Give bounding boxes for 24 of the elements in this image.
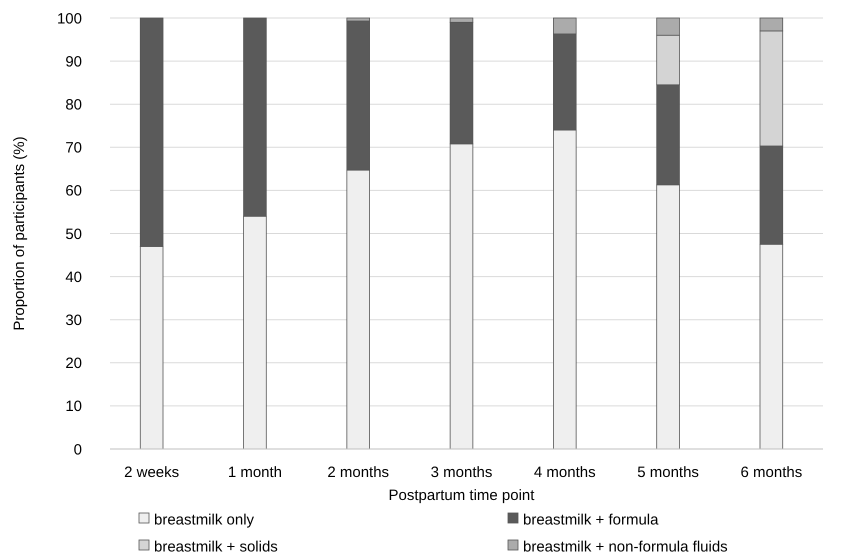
y-tick-label: 60 — [65, 182, 82, 200]
x-tick-label: 3 months — [430, 464, 492, 481]
y-tick-label: 90 — [65, 53, 82, 70]
y-tick-label: 100 — [56, 10, 82, 28]
x-tick-label: 2 weeks — [124, 464, 180, 481]
legend-label: breastmilk only — [154, 511, 255, 528]
x-tick-label: 4 months — [534, 464, 596, 481]
x-tick-label: 5 months — [637, 464, 699, 481]
y-tick-label: 0 — [74, 441, 82, 458]
x-tick-label: 2 months — [327, 464, 390, 481]
y-tick-label: 50 — [65, 226, 82, 243]
y-tick-label: 40 — [65, 268, 82, 286]
y-tick-label: 80 — [65, 96, 82, 114]
y-tick-label: 10 — [65, 398, 82, 416]
x-axis-title: Postpartum time point — [388, 487, 536, 504]
y-tick-label: 20 — [65, 355, 82, 372]
legend-label: breastmilk + solids — [154, 538, 278, 556]
legend-label: breastmilk + non-formula fluids — [523, 538, 728, 556]
y-tick-label: 30 — [65, 312, 82, 329]
x-tick-label: 6 months — [740, 464, 802, 481]
y-axis-title: Proportion of participants (%) — [11, 136, 28, 331]
legend-label: breastmilk + formula — [523, 511, 660, 528]
y-tick-label: 70 — [65, 140, 82, 157]
x-tick-label: 1 month — [228, 464, 282, 481]
